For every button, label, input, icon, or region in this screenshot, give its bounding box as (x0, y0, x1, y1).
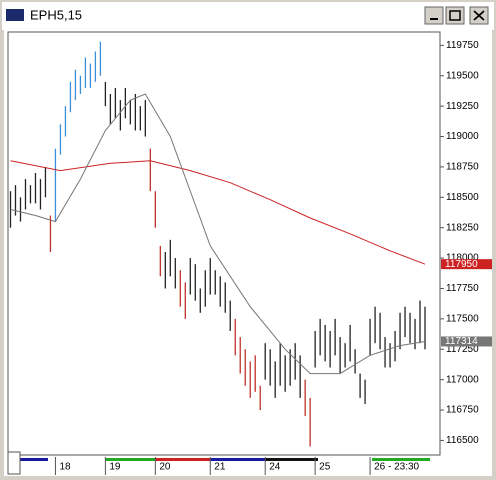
window-title: EPH5,15 (30, 7, 82, 22)
y-tick-label: 118500 (446, 192, 479, 203)
session-bar (372, 458, 430, 461)
y-tick-label: 118250 (446, 222, 479, 233)
moving-average (10, 160, 426, 265)
session-strip (20, 458, 430, 461)
price-label: 117314 (445, 336, 478, 347)
x-tick-label: 21 (214, 462, 226, 473)
y-tick-label: 119750 (446, 40, 479, 51)
y-tick-label: 119500 (446, 70, 479, 81)
session-bar (20, 458, 48, 461)
session-bar (155, 458, 210, 461)
close-icon (473, 10, 485, 21)
y-tick-label: 116500 (446, 435, 479, 446)
x-tick-label: 24 (269, 462, 281, 473)
x-tick-label: 18 (59, 462, 71, 473)
y-tick-label: 117750 (446, 283, 479, 294)
x-tick-label: 20 (159, 462, 171, 473)
session-bar (105, 458, 155, 461)
y-tick-label: 117250 (446, 344, 479, 355)
y-tick-label: 116750 (446, 405, 479, 416)
price-label: 117950 (445, 259, 478, 270)
moving-average (10, 93, 426, 375)
y-tick-label: 118000 (446, 253, 479, 264)
price-label-box (441, 336, 492, 347)
x-tick-label: 25 (319, 462, 331, 473)
y-tick-label: 117500 (446, 314, 479, 325)
x-tick-label: 26 - 23:30 (374, 462, 419, 473)
y-tick-label: 119250 (446, 101, 479, 112)
x-tick-label: 19 (109, 462, 121, 473)
scroll-box[interactable] (7, 451, 21, 475)
window-buttons[interactable] (424, 6, 489, 25)
price-label-box (441, 259, 492, 270)
maximize-button[interactable] (445, 6, 465, 25)
plot-area (7, 31, 441, 456)
y-tick-label: 119000 (446, 131, 479, 142)
app-icon (6, 9, 24, 21)
title-bar (2, 2, 494, 30)
minimize-button[interactable] (424, 6, 444, 25)
session-bar (210, 458, 265, 461)
maximize-icon (449, 10, 461, 21)
y-tick-label: 118750 (446, 162, 479, 173)
session-bar (265, 458, 318, 461)
y-tick-label: 117000 (446, 374, 479, 385)
